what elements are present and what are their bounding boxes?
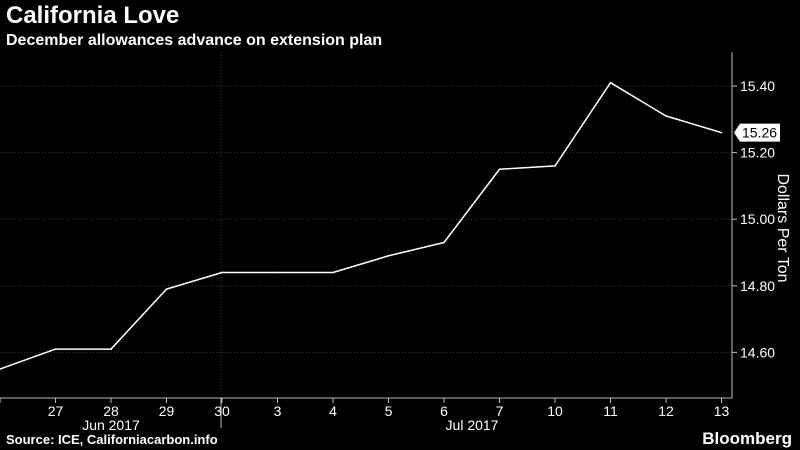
brand-logo: Bloomberg: [702, 429, 792, 448]
data-point: [276, 271, 279, 274]
series-line: [0, 81, 722, 370]
x-tick-label: 29: [159, 403, 175, 419]
data-point: [609, 81, 612, 84]
y-axis-title: Dollars Per Ton: [774, 173, 791, 282]
y-tick-label: 15.20: [740, 145, 775, 161]
x-tick-label: 30: [214, 403, 230, 419]
y-tick-label: 14.60: [740, 344, 775, 360]
x-tick-label: 13: [714, 403, 730, 419]
x-tick-label: 3: [274, 403, 282, 419]
data-point: [165, 288, 168, 290]
data-point: [387, 255, 390, 257]
data-point: [720, 131, 723, 134]
x-tick-label: 27: [48, 403, 64, 419]
x-tick-label: 6: [440, 403, 448, 419]
x-tick-label: 4: [329, 403, 337, 419]
data-point: [498, 168, 501, 171]
tick-labels: 14.60 14.80 15.00 15.20 15.40 27 28 29 30 3 4 5 6 7 10…: [48, 78, 780, 433]
x-tick-label: 11: [603, 403, 618, 419]
data-point: [332, 271, 334, 274]
chart-title: California Love: [6, 2, 180, 29]
axes: [0, 52, 737, 428]
last-value-flag: [734, 123, 780, 142]
data-point: [110, 348, 112, 350]
data-point: [554, 165, 556, 167]
data-point: [0, 368, 1, 370]
data-point: [665, 115, 667, 117]
x-month-label: Jun 2017: [82, 417, 140, 433]
x-tick-label: 10: [547, 403, 563, 419]
grid-lines: [0, 52, 732, 398]
chart-subtitle: December allowances advance on extension…: [6, 32, 383, 49]
x-tick-label: 28: [103, 403, 119, 419]
y-tick-label: 15.40: [740, 78, 775, 94]
x-tick-label: 5: [385, 403, 393, 419]
source-note: Source: ICE, Californiacarbon.info: [6, 432, 218, 447]
x-tick-label: 12: [658, 403, 674, 419]
last-value-label: 15.26: [742, 125, 777, 141]
data-point: [54, 348, 57, 350]
data-point: [221, 271, 223, 274]
series-layer: [0, 81, 723, 370]
y-tick-label: 15.00: [740, 211, 775, 227]
x-tick-label: 7: [496, 403, 504, 419]
x-month-label: Jul 2017: [446, 417, 499, 433]
data-point: [443, 241, 445, 244]
y-tick-label: 14.80: [740, 278, 775, 294]
